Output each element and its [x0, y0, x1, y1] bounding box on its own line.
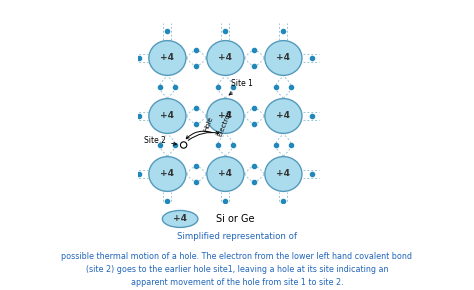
Text: +4: +4	[173, 214, 187, 224]
Ellipse shape	[162, 211, 198, 227]
Ellipse shape	[265, 99, 302, 133]
Circle shape	[181, 142, 187, 148]
Text: Simplified representation of: Simplified representation of	[177, 232, 297, 241]
Ellipse shape	[207, 99, 244, 133]
Ellipse shape	[149, 41, 186, 75]
Text: +4: +4	[219, 111, 232, 121]
Text: +4: +4	[160, 169, 174, 179]
Text: +4: +4	[276, 169, 291, 179]
Text: Electron: Electron	[217, 108, 233, 137]
Text: +4: +4	[219, 169, 232, 179]
Text: +4: +4	[160, 111, 174, 121]
Ellipse shape	[149, 99, 186, 133]
Text: +4: +4	[276, 111, 291, 121]
FancyArrowPatch shape	[186, 131, 212, 139]
Text: +4: +4	[160, 53, 174, 63]
Text: +4: +4	[219, 53, 232, 63]
Ellipse shape	[265, 41, 302, 75]
FancyArrowPatch shape	[188, 131, 219, 140]
Text: +4: +4	[276, 53, 291, 63]
Ellipse shape	[207, 157, 244, 191]
Ellipse shape	[207, 41, 244, 75]
Text: Hole: Hole	[202, 115, 214, 132]
Text: Si or Ge: Si or Ge	[216, 214, 254, 224]
Ellipse shape	[265, 157, 302, 191]
Text: Site 1: Site 1	[229, 79, 253, 95]
Ellipse shape	[149, 157, 186, 191]
Text: possible thermal motion of a hole. The electron from the lower left hand covalen: possible thermal motion of a hole. The e…	[62, 252, 412, 287]
Text: Site 2: Site 2	[144, 136, 176, 145]
